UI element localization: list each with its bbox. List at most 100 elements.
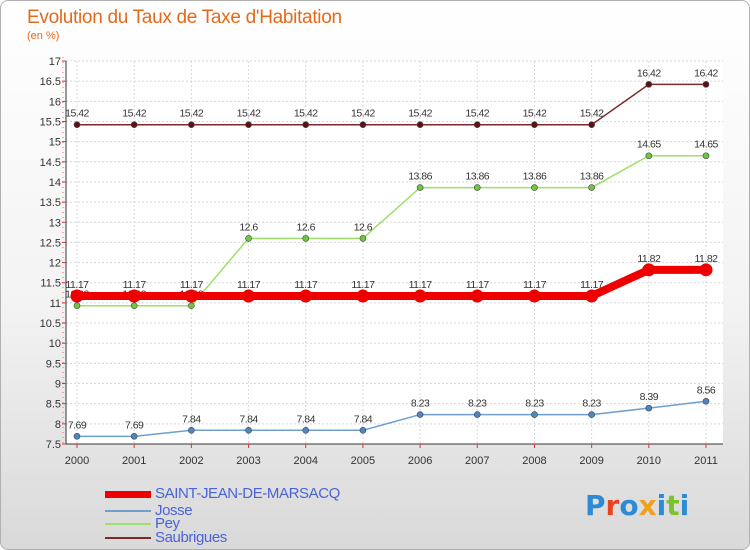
- y-tick-label: 15: [49, 137, 61, 149]
- series-pey: 10.9310.9310.9312.612.612.613.8613.8613.…: [65, 139, 719, 310]
- data-point: [416, 411, 424, 418]
- data-label: 11.17: [294, 279, 318, 291]
- legend-label: Pey: [155, 515, 180, 532]
- data-label: 8.23: [525, 398, 544, 410]
- data-label: 11.82: [695, 253, 719, 265]
- data-point: [245, 426, 252, 434]
- legend-label: Josse: [155, 502, 193, 519]
- y-tick-label: 17: [49, 56, 61, 68]
- data-label: 8.56: [697, 384, 716, 396]
- data-point: [702, 81, 710, 88]
- data-label: 11.17: [237, 279, 261, 291]
- x-axis-ticks: 2000 2001 2002 2003 2004 2005 2006 2007 2008 2009…: [65, 444, 718, 467]
- data-label: 11.17: [66, 279, 90, 291]
- data-label: 11.17: [180, 279, 204, 291]
- data-point: [416, 121, 424, 128]
- data-label: 12.6: [297, 221, 316, 233]
- series-line: [77, 83, 706, 126]
- y-axis-ticks: 7.5 8 8.5 9 9.5 10 10.5 11 11.5 12 12.5 13 13.5 14 14.…: [40, 56, 66, 451]
- data-point: [645, 404, 653, 412]
- data-label: 11.17: [123, 279, 147, 291]
- data-point: [416, 184, 424, 191]
- x-tick-label: 2004: [293, 455, 317, 467]
- data-point: [588, 184, 595, 191]
- legend-label: Saubrigues: [155, 529, 227, 546]
- data-label: 8.39: [640, 391, 659, 403]
- x-tick-label: 2003: [236, 455, 260, 467]
- data-label: 13.86: [465, 171, 489, 183]
- data-point: [73, 302, 81, 310]
- data-point: [588, 121, 595, 128]
- logo-letter: i: [679, 489, 690, 522]
- data-label: 7.84: [239, 413, 258, 425]
- axes: [62, 57, 723, 445]
- data-point: [242, 289, 256, 303]
- y-tick-label: 15.5: [40, 116, 61, 128]
- x-tick-label: 2007: [465, 455, 489, 467]
- legend-swatch: [105, 523, 151, 525]
- proxiti-logo: Proxiti: [585, 489, 689, 522]
- data-label: 13.86: [523, 171, 547, 183]
- data-point: [413, 289, 427, 303]
- data-label: 15.42: [351, 108, 375, 120]
- data-point: [470, 289, 484, 303]
- data-point: [531, 411, 538, 418]
- series-line: [77, 400, 707, 438]
- data-point: [73, 433, 81, 440]
- data-point: [188, 302, 195, 310]
- data-label: 15.42: [179, 108, 203, 120]
- data-label: 16.42: [694, 67, 718, 79]
- legend-swatch: [105, 510, 151, 512]
- x-tick-label: 2000: [65, 455, 89, 467]
- y-tick-label: 10.5: [40, 318, 61, 330]
- data-point: [188, 121, 195, 128]
- x-tick-label: 2009: [579, 455, 603, 467]
- data-label: 13.86: [408, 171, 432, 183]
- data-label: 11.17: [351, 279, 375, 291]
- data-point: [531, 121, 538, 128]
- data-point: [356, 289, 370, 303]
- x-tick-label: 2002: [179, 455, 203, 467]
- data-label: 11.17: [523, 279, 547, 291]
- series-line: [77, 154, 706, 307]
- y-tick-label: 11: [50, 298, 61, 310]
- chart-title: Evolution du Taux de Taxe d'Habitation: [27, 7, 342, 28]
- x-tick-label: 2005: [351, 455, 375, 467]
- data-point: [642, 263, 656, 277]
- data-label: 15.42: [465, 108, 489, 120]
- legend-label: SAINT-JEAN-DE-MARSACQ: [155, 485, 340, 502]
- grid: [66, 60, 723, 445]
- data-label: 12.6: [354, 221, 373, 233]
- x-tick-label: 2010: [637, 455, 661, 467]
- data-point: [585, 289, 599, 303]
- y-tick-label: 10: [49, 338, 61, 350]
- series-line: [77, 265, 706, 301]
- data-point: [130, 433, 138, 440]
- series-saubrigues: 15.42 15.42 15.42 15.42 15.42 15.42 15.42 15.42…: [65, 67, 719, 128]
- data-label: 15.42: [294, 108, 318, 120]
- y-tick-label: 13: [49, 217, 61, 229]
- data-label: 15.42: [65, 108, 89, 120]
- data-label: 11.82: [637, 253, 661, 265]
- logo-letter: i: [656, 489, 667, 522]
- data-point: [245, 121, 252, 128]
- logo-letter: t: [666, 489, 680, 522]
- y-tick-label: 8: [55, 419, 61, 431]
- data-label: 8.23: [582, 398, 601, 410]
- data-point: [73, 121, 81, 128]
- data-label: 11.17: [580, 279, 604, 291]
- unit-label: (en %): [27, 30, 60, 42]
- data-point: [245, 235, 252, 242]
- data-point: [702, 152, 710, 160]
- y-tick-label: 7.5: [46, 439, 61, 451]
- data-point: [359, 426, 367, 434]
- data-label: 7.84: [182, 413, 201, 425]
- y-tick-label: 14.5: [40, 157, 61, 169]
- data-label: 16.42: [637, 67, 661, 79]
- data-point: [130, 121, 138, 128]
- data-label: 11.17: [466, 279, 490, 291]
- y-tick-label: 14: [49, 177, 61, 189]
- data-point: [531, 184, 538, 191]
- data-point: [299, 289, 313, 303]
